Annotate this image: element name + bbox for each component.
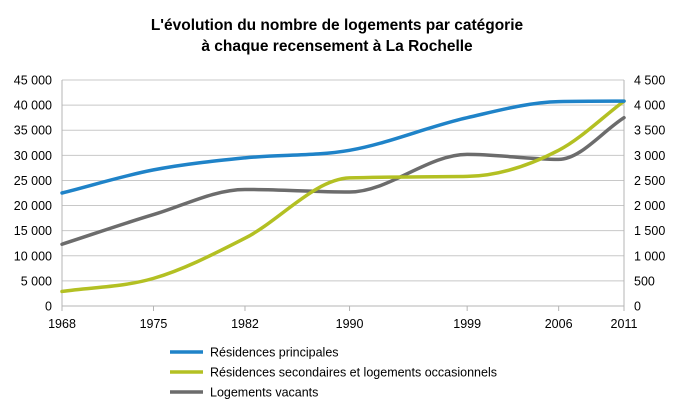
legend-label: Logements vacants [210,386,318,400]
y-right-tick-label: 1 500 [634,224,665,238]
y-right-tick-label: 2 500 [634,174,665,188]
y-left-tick-label: 15 000 [14,224,52,238]
y-right-tick-label: 2 000 [634,199,665,213]
x-tick-label: 1982 [231,317,259,331]
series-line-0 [60,99,626,195]
y-right-tick-label: 0 [634,300,641,314]
right-axis-ticks: 0 500 1 000 1 500 2 000 2 500 3 000 3 500 4 000 4… [634,74,665,314]
chart-title-line-2: à chaque recensement à La Rochelle [201,38,473,55]
axes [61,80,625,311]
y-left-tick-label: 25 000 [14,174,52,188]
y-left-tick-label: 20 000 [14,199,52,213]
y-right-tick-label: 4 000 [634,99,665,113]
x-tick-label: 1990 [336,317,364,331]
y-right-tick-label: 4 500 [634,74,665,88]
legend-label: Résidences principales [210,346,339,360]
gridlines [62,79,624,282]
y-left-tick-label: 30 000 [14,149,52,163]
chart-title-line-1: L'évolution du nombre de logements par c… [151,17,524,34]
y-right-tick-label: 3 000 [634,149,665,163]
series-lines [60,99,626,294]
y-right-tick-label: 3 500 [634,124,665,138]
x-axis-ticks: 1968 1975 1982 1990 1999 2006 2011 [48,306,637,331]
x-tick-label: 1975 [140,317,168,331]
y-right-tick-label: 500 [634,274,655,288]
y-left-tick-label: 45 000 [14,74,52,88]
x-tick-label: 1999 [453,317,481,331]
x-tick-label: 2006 [545,317,573,331]
series-line-2 [60,115,626,246]
left-axis-ticks: 0 5 000 10 000 15 000 20 000 25 000 30 000 35 0… [14,74,52,314]
y-left-tick-label: 40 000 [14,99,52,113]
y-left-tick-label: 35 000 [14,124,52,138]
legend: Résidences principales Résidences seconda… [170,346,497,400]
y-left-tick-label: 5 000 [21,274,52,288]
series-line-1 [60,99,626,294]
x-tick-label: 2011 [611,317,638,331]
y-right-tick-label: 1 000 [634,249,665,263]
legend-label: Résidences secondaires et logements occa… [210,366,497,380]
x-tick-label: 1968 [48,317,76,331]
y-left-tick-label: 10 000 [14,249,52,263]
y-left-tick-label: 0 [45,300,52,314]
